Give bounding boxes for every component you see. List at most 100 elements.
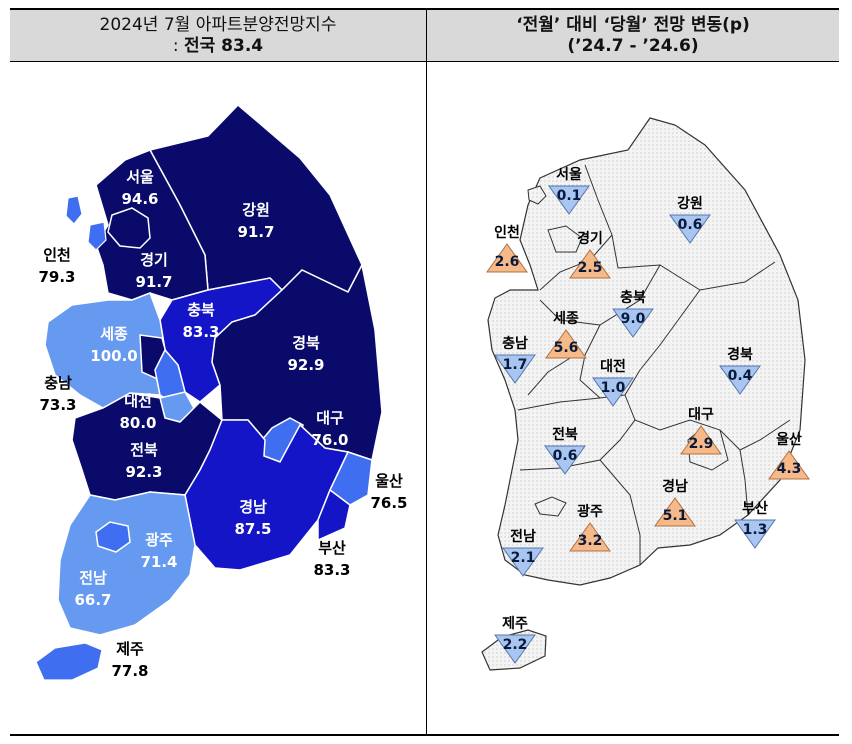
left-header-prefix: : xyxy=(172,36,184,56)
down-triangle-13 xyxy=(734,519,776,549)
right-label-value-10: 0.6 xyxy=(553,448,578,464)
up-triangle-2 xyxy=(569,249,611,279)
figure-frame: 2024년 7월 아파트분양전망지수 : 전국 83.4 ‘전월’ 대비 ‘당월… xyxy=(10,8,839,736)
left-label-seoul-value: 94.6 xyxy=(121,190,158,208)
marker-7: 대전 1.0 xyxy=(592,358,634,407)
left-label-gyeongbuk-name: 경북 xyxy=(292,334,320,352)
right-label-name-5: 충북 xyxy=(620,290,646,306)
right-label-name-9: 대구 xyxy=(688,407,714,423)
marker-2: 경기 2.5 xyxy=(569,230,611,279)
right-label-name-4: 세종 xyxy=(553,311,579,327)
left-label-busan-name: 부산 xyxy=(318,539,346,557)
left-label-jeju-name: 제주 xyxy=(116,640,144,658)
right-label-value-9: 2.9 xyxy=(689,436,714,452)
marker-4: 세종 5.6 xyxy=(545,311,587,359)
region-gwangju xyxy=(95,521,131,553)
right-label-name-10: 전북 xyxy=(552,426,578,443)
right-label-value-14: 3.2 xyxy=(578,533,603,549)
down-triangle-15 xyxy=(502,547,544,577)
right-border-capital xyxy=(539,164,619,291)
left-label-daejeon-value: 80.0 xyxy=(119,414,156,432)
marker-1: 인천 2.6 xyxy=(486,224,528,273)
up-triangle-4 xyxy=(545,329,587,359)
right-label-value-13: 1.3 xyxy=(743,522,768,538)
marker-15: 전남 2.1 xyxy=(502,528,544,577)
left-label-ulsan-value: 76.5 xyxy=(370,494,407,512)
left-header: 2024년 7월 아파트분양전망지수 : 전국 83.4 xyxy=(10,10,426,62)
region-incheon-island xyxy=(65,195,83,225)
left-label-jeonnam-name: 전남 xyxy=(79,569,107,587)
down-triangle-8 xyxy=(719,365,761,395)
left-label-sejong-name: 세종 xyxy=(100,325,128,343)
left-header-line2: : 전국 83.4 xyxy=(10,36,426,57)
marker-3: 강원 0.6 xyxy=(669,195,711,244)
marker-0: 서울 0.1 xyxy=(548,166,590,215)
right-label-name-3: 강원 xyxy=(677,195,703,212)
left-label-sejong-value: 100.0 xyxy=(90,347,137,365)
right-label-value-1: 2.6 xyxy=(495,254,520,270)
right-label-name-0: 서울 xyxy=(556,166,582,183)
right-border-middle xyxy=(517,261,776,411)
marker-14: 광주 3.2 xyxy=(569,503,611,552)
right-header-line1: ‘전월’ 대비 ‘당월’ 전망 변동(p) xyxy=(516,15,750,35)
right-label-value-11: 4.3 xyxy=(777,461,802,477)
left-map: 서울 94.6 인천 79.3 경기 91.7 강원 91.7 세종 100.0… xyxy=(35,103,408,681)
right-label-value-2: 2.5 xyxy=(578,260,603,276)
right-label-value-4: 5.6 xyxy=(554,340,579,356)
down-triangle-0 xyxy=(548,185,590,215)
region-ulsan xyxy=(329,451,373,506)
left-label-gyeongbuk-value: 92.9 xyxy=(287,356,324,374)
left-header-national: 전국 83.4 xyxy=(183,36,264,56)
left-label-gwangju-name: 광주 xyxy=(145,531,173,549)
right-label-name-13: 부산 xyxy=(742,500,768,517)
right-label-value-16: 2.2 xyxy=(503,637,528,653)
left-label-daegu-value: 76.0 xyxy=(311,431,348,449)
right-label-name-7: 대전 xyxy=(600,358,626,375)
left-label-gangwon-name: 강원 xyxy=(242,201,270,219)
left-label-incheon-value: 79.3 xyxy=(38,268,75,286)
right-island-2 xyxy=(534,496,567,517)
right-label-name-6: 충남 xyxy=(502,335,528,352)
column-divider xyxy=(426,10,427,734)
right-label-value-3: 0.6 xyxy=(678,217,703,233)
right-label-value-5: 9.0 xyxy=(621,311,646,327)
marker-5: 충북 9.0 xyxy=(612,290,654,338)
right-label-name-15: 전남 xyxy=(510,528,536,545)
marker-12: 경남 5.1 xyxy=(654,478,696,527)
left-label-ulsan-name: 울산 xyxy=(375,472,403,490)
marker-10: 전북 0.6 xyxy=(544,426,586,475)
right-label-value-6: 1.7 xyxy=(503,357,528,373)
region-jeonnam xyxy=(57,491,196,636)
right-map: 서울 0.1 인천 2.6 경기 2.5 강원 0.6 세종 5.6 충북 9.0 충남 1.7 대전 1.0… xyxy=(481,117,810,671)
marker-13: 부산 1.3 xyxy=(734,500,776,549)
left-label-busan-value: 83.3 xyxy=(313,561,350,579)
left-label-chungbuk-value: 83.3 xyxy=(182,323,219,341)
left-label-chungnam-value: 73.3 xyxy=(39,396,76,414)
left-label-chungnam-name: 충남 xyxy=(44,374,72,392)
left-label-jeonbuk-value: 92.3 xyxy=(125,463,162,481)
left-label-jeonbuk-name: 전북 xyxy=(130,441,158,459)
marker-11: 울산 4.3 xyxy=(768,431,810,480)
up-triangle-11 xyxy=(768,450,810,480)
left-label-daegu-name: 대구 xyxy=(316,409,344,427)
marker-9: 대구 2.9 xyxy=(680,407,722,455)
right-label-value-7: 1.0 xyxy=(601,380,626,396)
left-label-gyeonggi-value: 91.7 xyxy=(135,273,172,291)
down-triangle-16 xyxy=(494,634,536,664)
left-label-incheon-name: 인천 xyxy=(43,246,71,264)
region-incheon-main xyxy=(87,221,107,251)
right-label-name-11: 울산 xyxy=(776,431,802,448)
right-label-value-8: 0.4 xyxy=(728,368,753,384)
down-triangle-5 xyxy=(612,308,654,338)
right-label-value-0: 0.1 xyxy=(557,188,582,204)
up-triangle-12 xyxy=(654,497,696,527)
right-island-1 xyxy=(527,185,547,205)
marker-6: 충남 1.7 xyxy=(494,335,536,384)
region-gyeonggi xyxy=(95,149,209,301)
left-label-gyeonggi-name: 경기 xyxy=(140,251,168,269)
left-label-gyeongnam-value: 87.5 xyxy=(234,520,271,538)
marker-16: 제주 2.2 xyxy=(494,616,536,664)
region-seoul xyxy=(107,207,151,249)
left-header-line1: 2024년 7월 아파트분양전망지수 xyxy=(99,15,337,35)
